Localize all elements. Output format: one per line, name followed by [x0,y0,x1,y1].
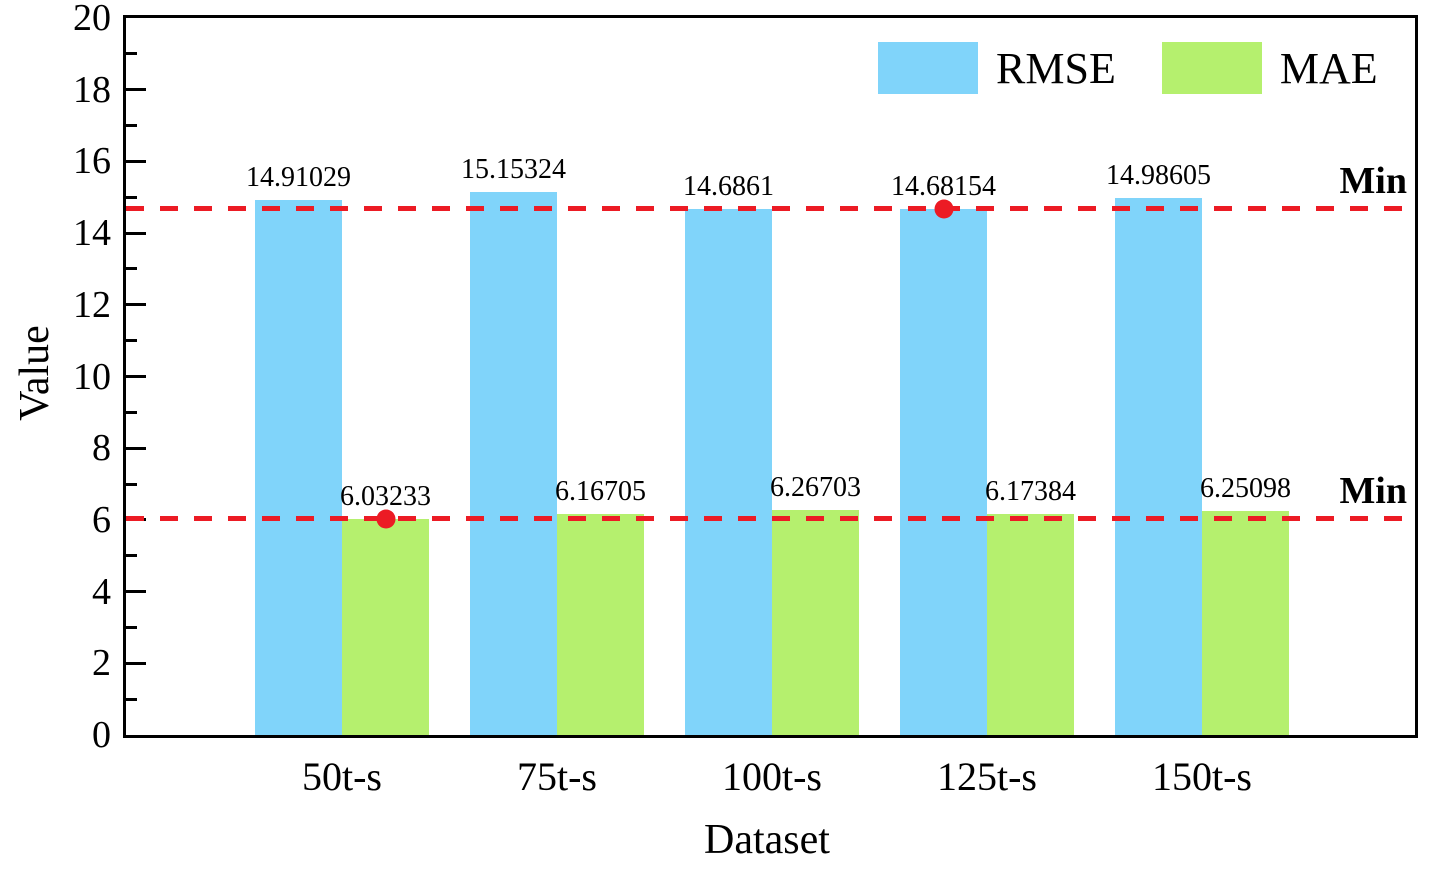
y-tick-label: 16 [73,140,111,183]
bar-rmse [685,208,772,735]
y-minor-tick [126,195,137,199]
y-major-tick [126,88,146,92]
y-minor-tick [126,52,137,56]
bar-value-label: 6.16705 [555,475,646,507]
legend-item-rmse: RMSE [878,42,1116,94]
y-tick-label: 0 [92,714,111,756]
legend-label: MAE [1279,43,1378,93]
min-reference-line-rmse [126,206,1415,212]
min-line-label: Min [1339,159,1407,202]
bar-value-label: 6.26703 [770,472,861,504]
bar-rmse [470,191,557,735]
y-tick-label: 10 [73,355,111,398]
bar-value-label: 14.98605 [1106,159,1211,191]
x-axis-title: Dataset [704,817,830,863]
bar-value-label: 14.6861 [683,170,774,202]
bar-value-label: 6.25098 [1200,472,1291,504]
bar-mae [557,513,644,735]
legend-swatch-mae [1161,42,1262,94]
y-minor-tick [126,625,137,629]
y-tick-label: 14 [73,212,111,255]
legend-label: RMSE [996,43,1116,93]
x-tick-label: 150t-s [1152,754,1252,799]
legend: RMSE MAE [878,42,1378,94]
y-tick-label: 18 [73,68,111,111]
y-minor-tick [126,482,137,486]
bar-rmse [255,200,342,735]
plot-area: 0 2 4 6 8 10 12 14 16 18 20 50t-s 14.91029 6.03233 75t… [73,0,1418,799]
y-tick-label: 12 [73,283,111,326]
y-major-tick [126,590,146,594]
min-point-marker-mae [376,509,395,529]
y-tick-label: 8 [92,427,111,470]
y-minor-tick [126,124,137,128]
y-minor-tick [126,410,137,414]
y-major-tick [126,303,146,307]
bar-value-label: 15.15324 [461,153,566,185]
y-tick-label: 20 [73,0,111,39]
y-tick-label: 2 [92,642,111,685]
bar-mae [342,518,429,735]
bar-rmse [1115,197,1202,735]
y-minor-tick [126,554,137,558]
bar-value-label: 6.03233 [340,480,431,512]
bar-value-label: 6.17384 [985,475,1076,507]
y-minor-tick [126,267,137,271]
y-minor-tick [126,339,137,343]
bar-value-label: 14.91029 [246,162,351,194]
y-major-tick [126,446,146,450]
y-major-tick [126,375,146,378]
y-major-tick [126,231,146,235]
y-tick-label: 4 [92,570,111,613]
y-tick-label: 6 [92,498,111,541]
legend-swatch-rmse [878,42,978,94]
legend-item-mae: MAE [1161,42,1378,94]
x-tick-label: 100t-s [722,754,822,799]
bar-mae [772,510,859,735]
bar-mae [1202,510,1289,735]
min-reference-line-mae [126,516,1415,522]
bar-rmse [900,208,987,735]
min-point-marker-rmse [934,199,953,219]
y-major-tick [126,159,146,163]
y-major-tick [126,661,146,665]
bar-value-label: 14.68154 [891,170,996,202]
min-line-label: Min [1339,469,1407,512]
x-tick-label: 125t-s [937,754,1037,799]
x-tick-label: 75t-s [517,754,597,799]
x-tick-label: 50t-s [302,754,382,799]
y-minor-tick [126,697,137,701]
bar-mae [987,513,1074,735]
